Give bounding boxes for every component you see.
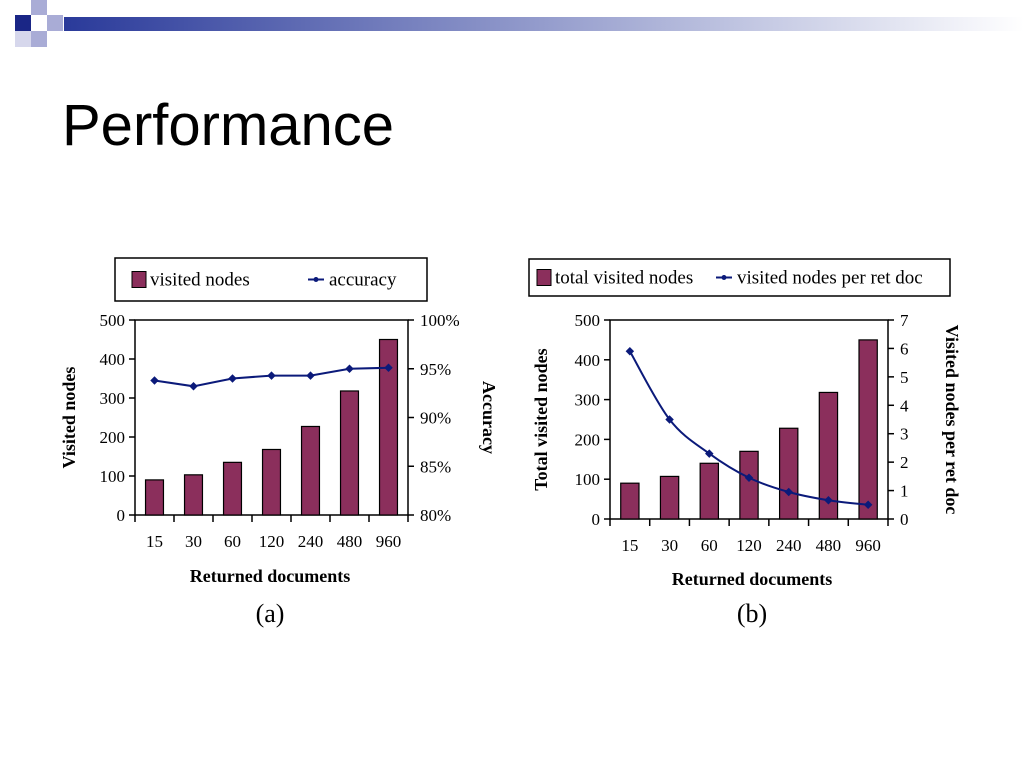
chart-a-legend-swatch-bars [131,271,147,288]
chart-b-line-point [705,449,714,458]
chart-a-bar [183,474,204,516]
chart-a-legend-marker-line [313,277,319,282]
chart-a-caption: (a) [256,599,285,628]
chart-b-ylabel: Total visited nodes [531,348,551,490]
chart-b-ytick-label: 500 [575,311,601,330]
chart-b-y2tick-label: 4 [900,396,909,415]
chart-b-category-label: 15 [621,536,638,555]
chart-b-line-point [824,495,833,505]
chart-b-line-point [665,415,674,424]
slide-title: Performance [62,93,395,158]
chart-a-y2tick-label: 85% [420,457,451,476]
header-square-3 [47,15,63,31]
chart-b-ytick-label: 0 [592,510,601,529]
chart-a-bar [300,425,321,516]
chart-a-bar [378,338,399,516]
chart-b-ytick-label: 200 [575,430,601,449]
chart-b-y2label: Visited nodes per ret doc [942,325,962,515]
chart-b-legend-label-line: visited nodes per ret doc [737,268,923,289]
chart-b-category-label: 120 [736,536,762,555]
chart-b-bar [659,475,680,520]
chart-b-bar [739,450,759,520]
chart-a-line-point [189,382,198,391]
header-square-5 [15,31,31,47]
chart-a-y2tick-label: 80% [420,506,451,525]
chart-a-bar [144,479,165,516]
chart-b-y2tick-label: 5 [900,368,909,387]
chart-b-y2tick-label: 7 [900,311,909,330]
chart-a-legend-label-bars: visited nodes [150,270,250,291]
chart-a-legend-label-line: accuracy [329,270,397,291]
chart-a-line-point [267,371,276,380]
chart-a-category-label: 30 [185,532,202,551]
chart-b-y2tick-label: 3 [900,425,909,444]
chart-a-ytick-label: 500 [100,311,126,330]
chart-b-bar [620,482,640,520]
header-square-2 [31,0,47,15]
chart-a-line-point [384,363,393,373]
chart-b-category-label: 480 [816,536,842,555]
chart-a-ytick-label: 0 [117,506,126,525]
chart-b-ytick-label: 400 [575,351,601,370]
header-decoration [15,0,1024,47]
chart-a-category-label: 60 [224,532,241,551]
chart-a-bar [222,461,243,516]
chart-b-line-point [744,473,754,483]
chart-b-caption: (b) [737,599,767,628]
chart-a-y2tick-label: 95% [420,360,451,379]
chart-b-category-label: 240 [776,536,802,555]
chart-a-ytick-label: 300 [100,389,126,408]
chart-a-category-label: 240 [298,532,324,551]
chart-a-category-label: 15 [146,532,163,551]
chart-a-y2tick-label: 90% [420,409,451,428]
chart-b-xlabel: Returned documents [672,569,833,589]
chart-a-category-label: 120 [259,532,285,551]
chart-b-y2tick-label: 6 [900,339,909,358]
chart-b-bar [818,391,839,520]
chart-b-y2tick-label: 2 [900,453,909,472]
chart-b-legend-marker-line [721,275,727,280]
chart-b-y2tick-label: 1 [900,482,909,501]
chart-b-legend-label-bars: total visited nodes [555,268,693,289]
chart-a-category-label: 960 [376,532,402,551]
chart-b-category-label: 960 [855,536,881,555]
chart-b-line-point [784,487,793,497]
chart-b-ytick-label: 300 [575,391,601,410]
chart-b-legend-swatch-bars [536,269,552,286]
chart-a-line-point [345,364,354,373]
chart-a-ytick-label: 100 [100,467,126,486]
chart-a-legend-box [114,257,428,302]
chart-b-bar [858,339,878,520]
chart-a-bar [339,390,360,516]
chart-a-y2label: Accuracy [479,381,499,454]
chart-a-ytick-label: 200 [100,428,126,447]
chart-a-line-point [228,374,237,383]
chart-a-bar [261,448,282,516]
chart-b-bar [699,462,720,520]
chart-b-category-label: 30 [661,536,678,555]
chart-b-line-point [863,500,873,510]
chart-b-line-point [625,347,635,356]
chart-a-xlabel: Returned documents [190,566,351,586]
header-square-1 [15,15,31,31]
chart-a-y2tick-label: 100% [420,311,460,330]
header-gradient-bar [64,17,1024,31]
chart-a-line-point [306,371,315,380]
chart-b-bar [778,427,799,520]
header-square-4 [31,31,47,47]
chart-a-category-label: 480 [337,532,363,551]
chart-a-ylabel: Visited nodes [59,367,79,469]
chart-b-category-label: 60 [701,536,718,555]
chart-a-ytick-label: 400 [100,350,126,369]
chart-b-legend-box [528,258,951,297]
chart-b-ytick-label: 100 [575,470,601,489]
chart-a-line-point [150,376,159,385]
chart-b-y2tick-label: 0 [900,510,909,529]
